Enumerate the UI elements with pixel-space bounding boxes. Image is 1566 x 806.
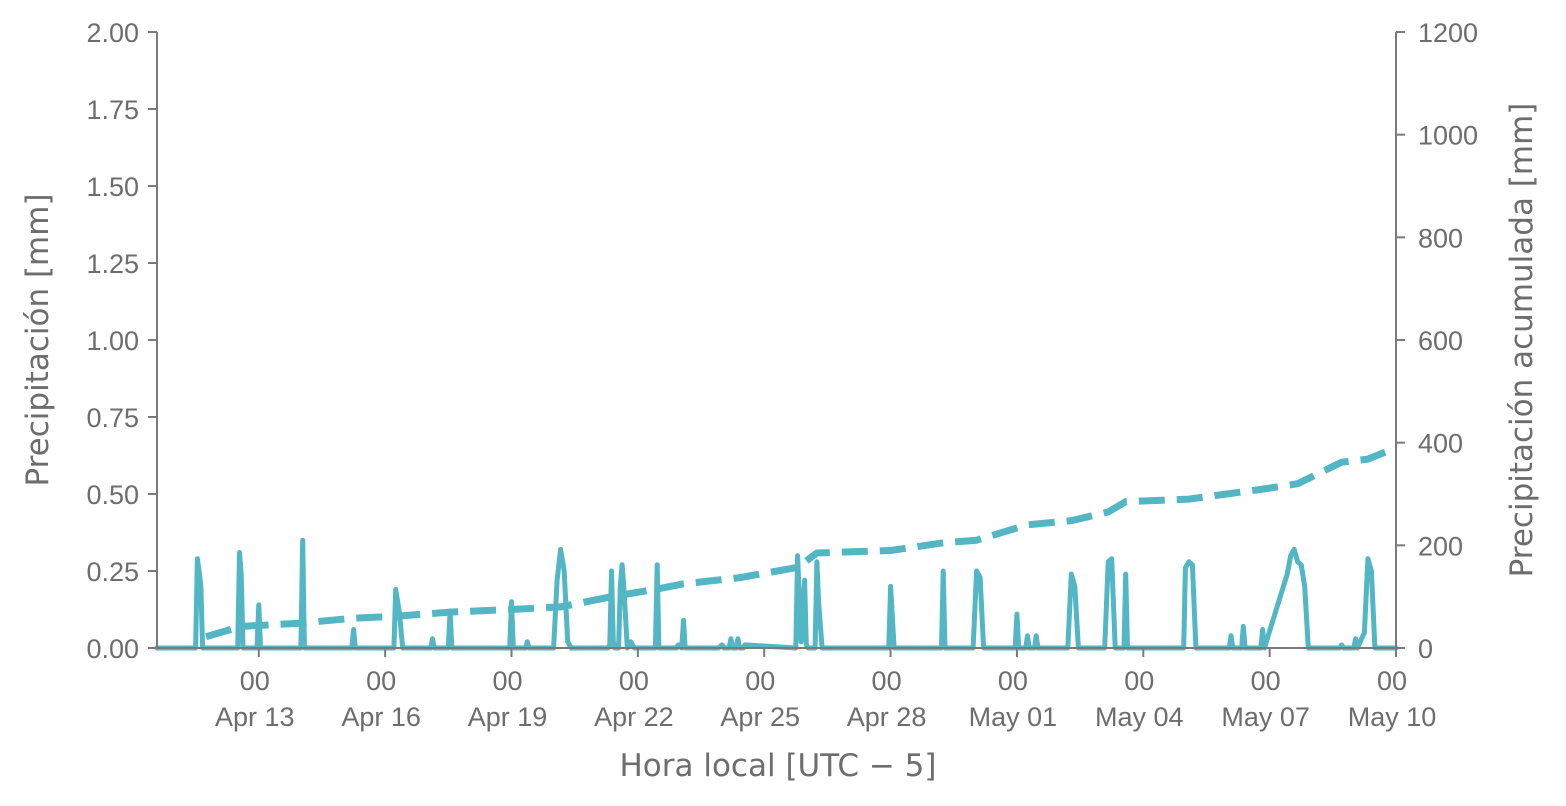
left-y-ticks: 0.00 0.25 0.50 0.75 1.00 1.25 1.50 1.75 2.00 xyxy=(86,18,157,664)
left-tick-label: 1.00 xyxy=(86,326,139,356)
left-tick-label: 0.00 xyxy=(86,634,139,664)
right-y-ticks: 0 200 400 600 800 1000 1200 xyxy=(1396,18,1478,664)
left-tick-label: 0.75 xyxy=(86,403,139,433)
x-tick-date-label: Apr 22 xyxy=(594,702,674,732)
x-tick-hour-label: 00 xyxy=(619,666,649,696)
x-tick-date-label: May 04 xyxy=(1095,702,1184,732)
right-tick-label: 200 xyxy=(1418,531,1463,561)
x-axis-label: Hora local [UTC − 5] xyxy=(619,748,936,784)
y-axis-label-right: Precipitación acumulada [mm] xyxy=(1504,103,1540,578)
x-tick-date-label: Apr 25 xyxy=(720,702,800,732)
x-tick-hour-label: 00 xyxy=(240,666,270,696)
right-tick-label: 600 xyxy=(1418,326,1463,356)
x-tick-hour-label: 00 xyxy=(745,666,775,696)
x-tick-date-label: Apr 16 xyxy=(341,702,421,732)
right-tick-label: 400 xyxy=(1418,429,1463,459)
left-tick-label: 1.50 xyxy=(86,172,139,202)
series-line-precipitation xyxy=(154,537,1399,651)
left-tick-label: 1.75 xyxy=(86,95,139,125)
x-tick-date-label: May 07 xyxy=(1221,702,1310,732)
y-axis-label-left: Precipitación [mm] xyxy=(20,193,56,486)
x-tick-date-label: May 10 xyxy=(1348,702,1437,732)
axes xyxy=(156,32,1397,649)
x-tick-date-label: Apr 28 xyxy=(847,702,927,732)
x-tick-hour-label: 00 xyxy=(1124,666,1154,696)
x-tick-hour-label: 00 xyxy=(872,666,902,696)
x-tick-hour-label: 00 xyxy=(1251,666,1281,696)
x-tick-date-label: Apr 19 xyxy=(468,702,548,732)
x-tick-date-label: Apr 13 xyxy=(215,702,295,732)
x-tick-hour-label: 00 xyxy=(492,666,522,696)
series-line-accumulated xyxy=(205,444,1398,641)
x-ticks: 00 Apr 13 00 Apr 16 00 Apr 19 00 Apr 22 00 Apr 25… xyxy=(215,648,1436,732)
left-tick-label: 2.00 xyxy=(86,18,139,48)
right-tick-label: 1000 xyxy=(1418,121,1478,151)
left-tick-label: 0.50 xyxy=(86,480,139,510)
left-tick-label: 0.25 xyxy=(86,557,139,587)
x-tick-hour-label: 00 xyxy=(1377,666,1407,696)
right-tick-label: 0 xyxy=(1418,634,1433,664)
x-tick-date-label: May 01 xyxy=(969,702,1058,732)
plot-lines xyxy=(154,444,1399,651)
right-tick-label: 1200 xyxy=(1418,18,1478,48)
left-tick-label: 1.25 xyxy=(86,249,139,279)
x-tick-hour-label: 00 xyxy=(998,666,1028,696)
x-tick-hour-label: 00 xyxy=(366,666,396,696)
right-tick-label: 800 xyxy=(1418,223,1463,253)
